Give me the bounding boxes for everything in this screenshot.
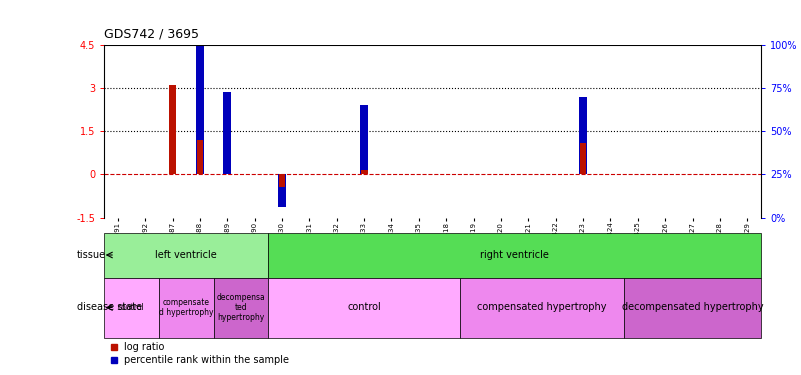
Bar bbox=[268, 278, 460, 338]
Bar bbox=[360, 105, 368, 174]
Text: control: control bbox=[118, 303, 145, 312]
Text: tissue: tissue bbox=[77, 250, 106, 260]
Bar bbox=[196, 140, 203, 174]
Bar bbox=[159, 278, 214, 338]
Text: control: control bbox=[348, 303, 381, 312]
Bar bbox=[195, 45, 204, 174]
Bar bbox=[580, 143, 586, 174]
Bar bbox=[279, 174, 285, 188]
Bar bbox=[223, 92, 231, 174]
Bar bbox=[169, 85, 176, 174]
Text: compensated hypertrophy: compensated hypertrophy bbox=[477, 303, 607, 312]
Bar bbox=[460, 278, 624, 338]
Text: left ventricle: left ventricle bbox=[155, 250, 217, 260]
Text: right ventricle: right ventricle bbox=[481, 250, 549, 260]
Bar bbox=[624, 278, 761, 338]
Bar bbox=[579, 97, 587, 174]
Bar bbox=[278, 174, 286, 207]
Bar bbox=[268, 232, 761, 278]
Text: compensate
d hypertrophy: compensate d hypertrophy bbox=[159, 298, 214, 317]
Bar bbox=[104, 278, 159, 338]
Bar bbox=[104, 232, 268, 278]
Bar bbox=[214, 278, 268, 338]
Text: GDS742 / 3695: GDS742 / 3695 bbox=[104, 28, 199, 41]
Legend: log ratio, percentile rank within the sample: log ratio, percentile rank within the sa… bbox=[109, 342, 288, 365]
Text: disease state: disease state bbox=[77, 303, 142, 312]
Text: decompensa
ted
hypertrophy: decompensa ted hypertrophy bbox=[216, 292, 265, 322]
Text: decompensated hypertrophy: decompensated hypertrophy bbox=[622, 303, 763, 312]
Bar bbox=[360, 170, 368, 174]
